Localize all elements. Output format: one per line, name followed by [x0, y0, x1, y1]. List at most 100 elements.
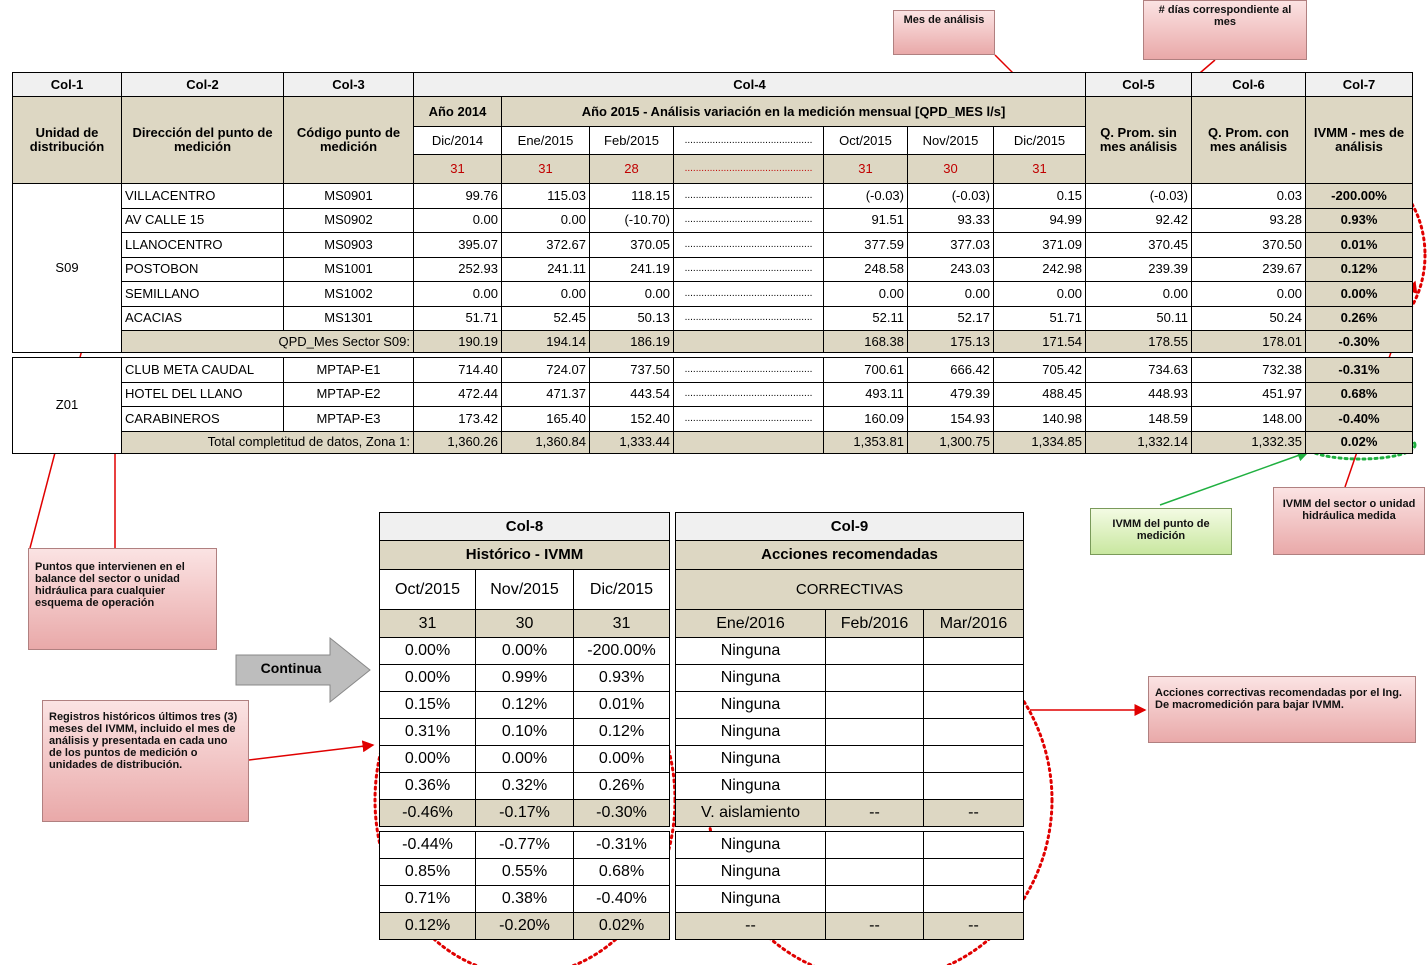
callout: Acciones correctivas recomendadas por el…: [1148, 676, 1416, 743]
month-header: Feb/2016: [825, 609, 924, 638]
ivmm-history: -0.77%: [475, 831, 574, 859]
ivmm-history: 0.36%: [379, 772, 476, 800]
total-value: -0.30%: [1305, 330, 1413, 353]
total-value: 194.14: [501, 330, 590, 353]
value: 448.93: [1085, 381, 1192, 407]
point-code: MPTAP-E1: [283, 357, 414, 383]
dots: ........................................…: [673, 183, 824, 209]
total-value: 190.19: [413, 330, 502, 353]
column-header: Col-2: [121, 72, 284, 97]
action: [923, 718, 1024, 746]
value: 493.11: [823, 381, 908, 407]
dots: ........................................…: [673, 305, 824, 331]
header: Unidad de distribución: [12, 96, 122, 184]
arrow: [248, 740, 375, 761]
point-name: AV CALLE 15: [121, 207, 284, 233]
blank: [673, 330, 824, 353]
column-header: Col-6: [1191, 72, 1306, 97]
header: Q. Prom. sin mes análisis: [1085, 96, 1192, 184]
point-code: MS1002: [283, 281, 414, 307]
days-header: 28: [589, 154, 674, 184]
unit: Z01: [12, 357, 122, 454]
ivmm: 0.93%: [1305, 207, 1413, 233]
action: Ninguna: [675, 772, 826, 800]
total-label: QPD_Mes Sector S09:: [121, 330, 414, 353]
value: (-0.03): [823, 183, 908, 209]
value: 241.11: [501, 256, 590, 282]
total-value: 1,332.35: [1191, 430, 1306, 454]
dots: ........................................…: [673, 381, 824, 407]
action: [923, 745, 1024, 773]
ivmm-history: 0.32%: [475, 772, 574, 800]
point-name: ACACIAS: [121, 305, 284, 331]
value: 0.00: [413, 207, 502, 233]
value: 239.39: [1085, 256, 1192, 282]
point-name: CLUB META CAUDAL: [121, 357, 284, 383]
total-value: 168.38: [823, 330, 908, 353]
dots: ........................................…: [673, 357, 824, 383]
value: 0.00: [501, 207, 590, 233]
ivmm-history: -0.20%: [475, 912, 574, 940]
ivmm-history: 0.71%: [379, 885, 476, 913]
action: [923, 664, 1024, 692]
point-name: VILLACENTRO: [121, 183, 284, 209]
point-code: MS0902: [283, 207, 414, 233]
value: 0.00: [823, 281, 908, 307]
header: IVMM - mes de análisis: [1305, 96, 1413, 184]
action: Ninguna: [675, 831, 826, 859]
header: Año 2015 - Análisis variación en la medi…: [501, 96, 1086, 127]
value: 243.03: [907, 256, 994, 282]
value: 479.39: [907, 381, 994, 407]
month-header: Dic/2015: [993, 126, 1086, 155]
value: 732.38: [1191, 357, 1306, 383]
action: [923, 858, 1024, 886]
ivmm-history: 0.99%: [475, 664, 574, 692]
ivmm-history: -0.44%: [379, 831, 476, 859]
column-header: Col-9: [675, 512, 1024, 541]
ivmm: -0.40%: [1305, 406, 1413, 432]
value: 94.99: [993, 207, 1086, 233]
action: [923, 885, 1024, 913]
total-value: 1,334.85: [993, 430, 1086, 454]
value: 241.19: [589, 256, 674, 282]
action: [923, 772, 1024, 800]
point-code: MS0901: [283, 183, 414, 209]
value: 160.09: [823, 406, 908, 432]
value: 0.00: [1191, 281, 1306, 307]
ivmm-history: 0.00%: [573, 745, 670, 773]
blank: [673, 430, 824, 454]
value: 154.93: [907, 406, 994, 432]
days-header: 31: [413, 154, 502, 184]
value: 173.42: [413, 406, 502, 432]
dots: ........................................…: [673, 281, 824, 307]
value: 50.11: [1085, 305, 1192, 331]
value: 0.00: [413, 281, 502, 307]
value: 737.50: [589, 357, 674, 383]
total-label: Total completitud de datos, Zona 1:: [121, 430, 414, 454]
month-header: Nov/2015: [475, 569, 574, 610]
month-header: Dic/2014: [413, 126, 502, 155]
ivmm-history: 0.01%: [573, 691, 670, 719]
action: [825, 637, 924, 665]
callout: Puntos que intervienen en el balance del…: [28, 548, 217, 650]
value: 488.45: [993, 381, 1086, 407]
value: 0.00: [1085, 281, 1192, 307]
dots: ........................................…: [673, 154, 824, 184]
value: 705.42: [993, 357, 1086, 383]
value: (-0.03): [1085, 183, 1192, 209]
column-header: Col-7: [1305, 72, 1413, 97]
value: 370.45: [1085, 232, 1192, 258]
ivmm-history: -0.30%: [573, 799, 670, 827]
column-header: Col-1: [12, 72, 122, 97]
action: --: [923, 912, 1024, 940]
total-value: 1,333.44: [589, 430, 674, 454]
action: --: [825, 912, 924, 940]
ivmm: 0.01%: [1305, 232, 1413, 258]
days-header: 31: [379, 609, 476, 638]
value: 152.40: [589, 406, 674, 432]
value: (-10.70): [589, 207, 674, 233]
ivmm: 0.00%: [1305, 281, 1413, 307]
action: [923, 637, 1024, 665]
ivmm-history: 0.00%: [475, 745, 574, 773]
value: 0.00: [907, 281, 994, 307]
